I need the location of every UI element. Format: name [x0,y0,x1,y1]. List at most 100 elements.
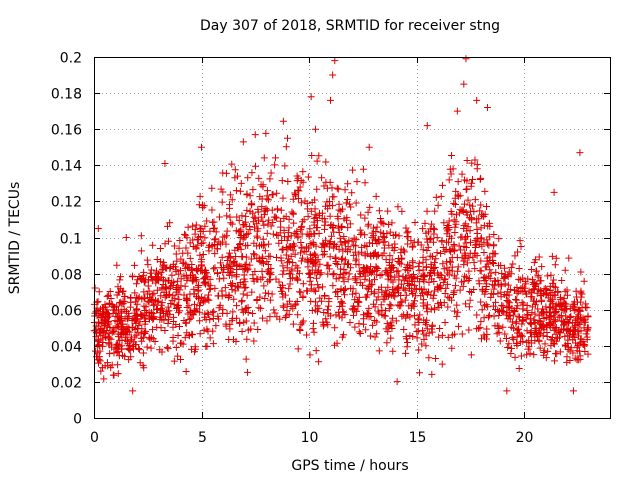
data-point [218,287,226,295]
data-point [146,269,154,277]
data-point [303,200,311,208]
data-point [352,199,360,207]
data-point [279,302,287,310]
data-point [164,345,172,353]
data-point [558,277,566,285]
data-point [333,288,341,296]
data-point [334,260,342,268]
data-point [528,289,536,297]
data-point [244,230,252,238]
data-point [331,57,339,65]
data-point [519,305,527,313]
data-point [310,328,318,336]
data-point [175,270,183,278]
data-point [576,352,584,360]
data-point [355,320,363,328]
y-tick-label: 0.06 [51,304,82,320]
data-point [503,309,511,317]
data-point [542,314,550,322]
data-point [392,317,400,325]
data-point [398,207,406,215]
data-point [458,330,466,338]
data-point [351,274,359,282]
data-point [384,328,392,336]
data-point [137,247,145,255]
data-point [423,290,431,298]
data-point [131,341,139,349]
data-point [496,307,504,315]
data-point [113,291,121,299]
data-point [556,313,564,321]
data-point [413,334,421,342]
data-point [315,212,323,220]
data-point [373,296,381,304]
data-point [158,265,166,273]
data-point [171,294,179,302]
data-point [182,319,190,327]
data-point [203,217,211,225]
data-point [498,301,506,309]
data-point [348,189,356,197]
data-point [104,291,112,299]
data-point [478,242,486,250]
data-point [325,243,333,251]
data-point [201,310,209,318]
data-point [169,337,177,345]
data-point [361,241,369,249]
data-point [461,251,469,259]
data-point [326,178,334,186]
data-point [314,256,322,264]
data-point [195,201,203,209]
data-point [427,260,435,268]
data-point [577,268,585,276]
data-point [102,308,110,316]
data-point [344,260,352,268]
data-point [140,288,148,296]
data-point [243,291,251,299]
data-point [260,241,268,249]
data-point [531,301,539,309]
data-point [282,212,290,220]
data-point [232,273,240,281]
data-point [194,233,202,241]
data-point [351,323,359,331]
data-point [156,245,164,253]
data-point [469,175,477,183]
data-point [290,219,298,227]
data-point [313,268,321,276]
data-point [438,181,446,189]
data-point [378,219,386,227]
data-point [369,239,377,247]
data-point [192,308,200,316]
data-point [149,241,157,249]
data-point [395,232,403,240]
data-point [324,262,332,270]
data-point [254,205,262,213]
data-point [352,255,360,263]
data-point [532,330,540,338]
data-point [306,277,314,285]
data-point [184,223,192,231]
data-point [393,268,401,276]
data-point [291,229,299,237]
data-point [531,279,539,287]
data-point [374,265,382,273]
data-point [239,235,247,243]
data-point [182,294,190,302]
data-point [434,201,442,209]
data-point [279,262,287,270]
data-point [550,276,558,284]
data-point [175,296,183,304]
data-point [164,277,172,285]
data-point [251,267,259,275]
data-point [118,336,126,344]
data-point [490,250,498,258]
data-point [185,302,193,310]
data-point [326,253,334,261]
data-point [262,129,270,137]
data-point [230,259,238,267]
data-point [282,312,290,320]
data-point [448,151,456,159]
data-point [233,172,241,180]
data-point [443,269,451,277]
